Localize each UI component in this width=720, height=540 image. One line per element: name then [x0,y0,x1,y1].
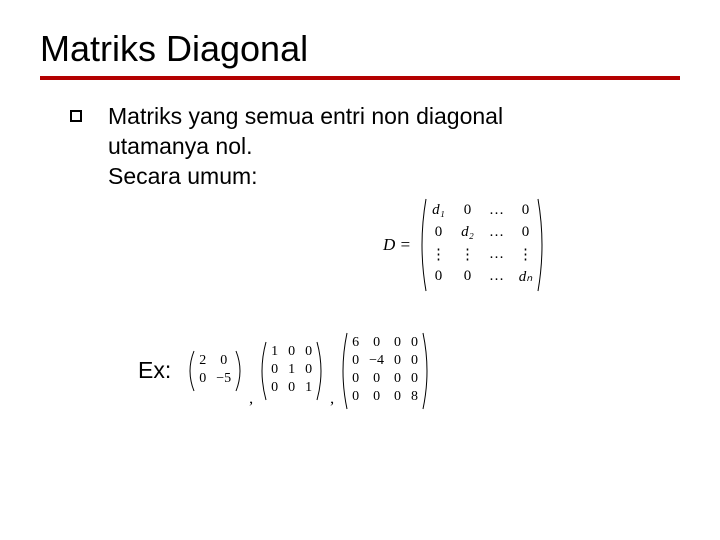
examples-label: Ex: [138,357,171,384]
example-matrix: 60000−40000000008 [338,332,432,410]
bullet-text: Matriks yang semua entri non diagonal ut… [108,102,503,192]
slide-title: Matriks Diagonal [40,28,680,70]
formula-lhs: D = [383,235,411,255]
bullet-line-3: Secara umum: [108,162,503,192]
title-underline [40,76,680,80]
matrix-separator: , [247,390,255,408]
example-matrix: 200−5 [185,350,245,392]
bullet-item: Matriks yang semua entri non diagonal ut… [70,102,680,192]
examples-container: 200−5,100010001,60000−40000000008 [185,332,432,410]
examples-row: Ex: 200−5,100010001,60000−40000000008 [70,332,680,410]
example-matrix: 100010001 [257,341,326,401]
general-matrix: d₁0…00d₂…0⋮⋮…⋮00…dₙ [417,198,547,292]
matrix-separator: , [328,390,336,408]
bullet-line-2: utamanya nol. [108,132,503,162]
general-formula: D = d₁0…00d₂…0⋮⋮…⋮00…dₙ [250,198,680,292]
bullet-line-1: Matriks yang semua entri non diagonal [108,102,503,132]
square-bullet-icon [70,110,82,122]
